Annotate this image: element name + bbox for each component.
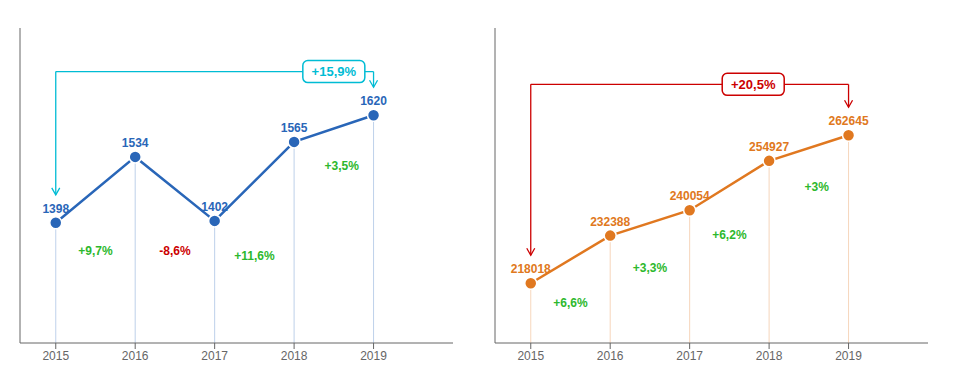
svg-text:2019: 2019 [835, 349, 862, 363]
svg-text:254927: 254927 [749, 140, 789, 154]
svg-text:1565: 1565 [281, 121, 308, 135]
svg-text:2018: 2018 [756, 349, 783, 363]
svg-text:2015: 2015 [42, 349, 69, 363]
svg-text:+3%: +3% [805, 180, 830, 194]
svg-text:2016: 2016 [122, 349, 149, 363]
svg-text:+20,5%: +20,5% [731, 77, 776, 92]
svg-text:+6,6%: +6,6% [553, 296, 588, 310]
svg-text:2019: 2019 [360, 349, 387, 363]
svg-text:+15,9%: +15,9% [312, 64, 357, 79]
svg-text:1398: 1398 [42, 202, 69, 216]
svg-text:2017: 2017 [676, 349, 703, 363]
svg-text:1534: 1534 [122, 136, 149, 150]
svg-text:+9,7%: +9,7% [78, 244, 113, 258]
svg-text:+3,5%: +3,5% [325, 159, 360, 173]
svg-text:2018: 2018 [281, 349, 308, 363]
svg-text:1402: 1402 [201, 200, 228, 214]
svg-text:2017: 2017 [201, 349, 228, 363]
svg-text:1620: 1620 [360, 94, 387, 108]
svg-text:+6,2%: +6,2% [712, 228, 747, 242]
svg-text:2016: 2016 [597, 349, 624, 363]
svg-text:+11,6%: +11,6% [234, 249, 275, 263]
svg-text:240054: 240054 [670, 189, 710, 203]
svg-text:2015: 2015 [517, 349, 544, 363]
svg-text:218018: 218018 [511, 262, 551, 276]
svg-text:+3,3%: +3,3% [633, 261, 668, 275]
svg-text:232388: 232388 [590, 215, 630, 229]
svg-text:262645: 262645 [829, 114, 869, 128]
svg-text:-8,6%: -8,6% [159, 244, 191, 258]
